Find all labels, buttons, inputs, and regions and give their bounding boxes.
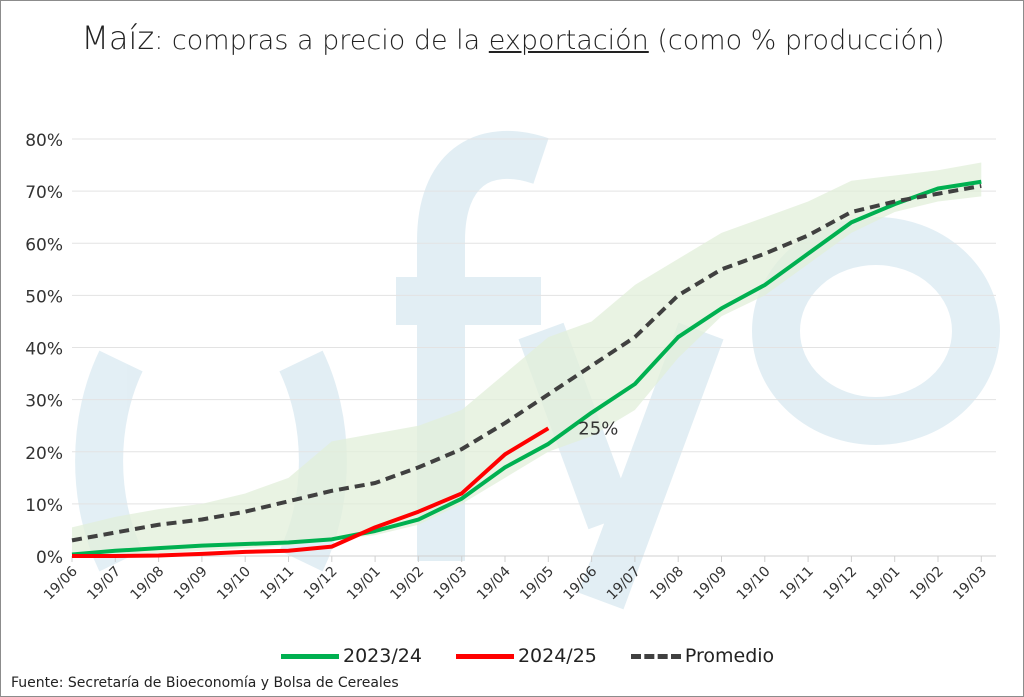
x-tick-label: 19/10 bbox=[214, 564, 254, 604]
title-crop: Maíz bbox=[81, 19, 155, 57]
legend-label: 2023/24 bbox=[343, 645, 422, 667]
y-tick-label: 70% bbox=[25, 183, 63, 203]
y-tick-label: 10% bbox=[25, 496, 63, 516]
legend-swatch bbox=[455, 653, 514, 659]
legend-item-2023-24: 2023/24 bbox=[281, 645, 422, 667]
series-line-2023-24 bbox=[71, 179, 982, 557]
legend-swatch bbox=[281, 653, 339, 659]
x-tick-label: 19/09 bbox=[690, 564, 730, 604]
y-tick-label: 40% bbox=[25, 340, 63, 360]
chart-title: Maíz: compras a precio de la exportación… bbox=[1, 19, 1023, 60]
title-suffix: (como % producción) bbox=[648, 25, 945, 56]
x-tick-label: 19/12 bbox=[820, 564, 860, 604]
x-tick-label: 19/01 bbox=[864, 564, 904, 604]
x-tick-label: 19/05 bbox=[517, 564, 557, 604]
y-tick-label: 20% bbox=[25, 444, 63, 464]
y-tick-label: 0% bbox=[36, 548, 63, 568]
x-tick-label: 19/02 bbox=[907, 564, 947, 604]
x-tick-label: 19/08 bbox=[128, 564, 168, 604]
title-text: : compras a precio de la bbox=[154, 25, 489, 56]
title-underlined: exportación bbox=[488, 25, 649, 56]
range-band bbox=[72, 162, 982, 557]
source-note: Fuente: Secretaría de Bioeconomía y Bols… bbox=[11, 675, 399, 691]
x-tick-label: 19/11 bbox=[257, 564, 297, 604]
legend-item-2024-25: 2024/25 bbox=[455, 645, 597, 667]
legend-label: Promedio bbox=[684, 645, 775, 667]
legend: 2023/24 2024/25 Promedio bbox=[281, 645, 774, 667]
x-tick-label: 19/04 bbox=[474, 563, 514, 603]
y-tick-label: 60% bbox=[25, 235, 63, 255]
legend-label: 2024/25 bbox=[517, 645, 597, 667]
y-tick-label: 80% bbox=[25, 131, 63, 151]
x-tick-label: 19/08 bbox=[647, 564, 687, 604]
y-tick-label: 30% bbox=[25, 392, 63, 412]
y-tick-label: 50% bbox=[25, 287, 63, 307]
x-tick-label: 19/03 bbox=[950, 564, 990, 604]
x-tick-label: 19/06 bbox=[41, 563, 81, 603]
end-value-label: 25% bbox=[578, 418, 618, 439]
x-tick-label: 19/01 bbox=[344, 564, 384, 604]
series-line-2024-25 bbox=[72, 426, 550, 558]
legend-swatch bbox=[630, 653, 681, 659]
x-tick-label: 19/09 bbox=[171, 564, 211, 604]
legend-item-promedio: Promedio bbox=[630, 645, 775, 667]
x-tick-label: 19/02 bbox=[387, 564, 427, 604]
x-tick-label: 19/10 bbox=[734, 564, 774, 604]
series-line-promedio bbox=[71, 183, 982, 543]
watermark-o-shape bbox=[752, 217, 1000, 445]
watermark-f-shape bbox=[396, 130, 549, 561]
x-tick-label: 19/07 bbox=[84, 564, 124, 604]
x-tick-label: 19/11 bbox=[777, 564, 817, 604]
x-tick-label: 19/03 bbox=[431, 564, 471, 604]
